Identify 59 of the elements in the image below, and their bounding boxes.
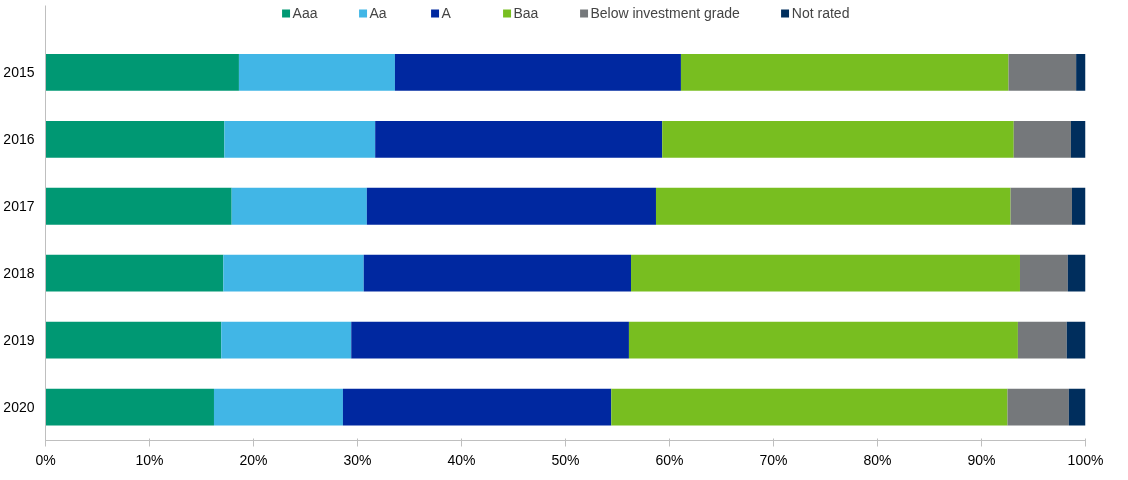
bar xyxy=(1007,388,1069,426)
bar xyxy=(45,120,225,158)
bar xyxy=(1008,54,1077,91)
x-tick-label: 50% xyxy=(551,451,580,468)
legend-label: A xyxy=(441,5,452,21)
bar xyxy=(45,388,214,426)
bar xyxy=(394,54,681,91)
bar xyxy=(1068,388,1086,426)
bar xyxy=(238,54,395,91)
x-tick-label: 90% xyxy=(967,451,996,468)
bar xyxy=(342,388,612,426)
bar xyxy=(45,54,239,91)
bar xyxy=(221,321,352,359)
bar xyxy=(213,388,343,426)
bar xyxy=(231,187,367,225)
x-tick-label: 70% xyxy=(759,451,788,468)
x-tick-label: 40% xyxy=(447,451,476,468)
bar xyxy=(662,120,1014,158)
bar xyxy=(45,254,224,292)
legend-label: Aa xyxy=(369,5,388,21)
y-tick-label: 2016 xyxy=(3,131,35,148)
bar xyxy=(680,54,1009,91)
bar xyxy=(655,187,1011,225)
legend-label: Aaa xyxy=(292,5,318,21)
y-tick-label: 2017 xyxy=(3,198,35,215)
y-tick-label: 2020 xyxy=(3,399,35,416)
bar xyxy=(375,120,663,158)
bar xyxy=(366,187,656,225)
bar xyxy=(631,254,1020,292)
y-tick-label: 2015 xyxy=(3,64,35,81)
bar xyxy=(351,321,629,359)
bar xyxy=(1076,54,1086,91)
y-tick-label: 2018 xyxy=(3,265,35,282)
bar xyxy=(45,321,222,359)
x-tick-label: 80% xyxy=(863,451,892,468)
bar xyxy=(1066,321,1086,359)
bar xyxy=(1010,187,1072,225)
x-tick-label: 10% xyxy=(135,451,164,468)
x-tick-label: 100% xyxy=(1067,451,1104,468)
bar xyxy=(1017,321,1067,359)
bar xyxy=(45,187,232,225)
bar xyxy=(611,388,1008,426)
bar xyxy=(1019,254,1068,292)
bar xyxy=(223,254,364,292)
bar xyxy=(1013,120,1071,158)
x-tick-label: 60% xyxy=(655,451,684,468)
bar xyxy=(628,321,1018,359)
legend-label: Below investment grade xyxy=(590,5,740,21)
bar xyxy=(1071,187,1086,225)
x-tick-label: 0% xyxy=(35,451,56,468)
bar xyxy=(1067,254,1086,292)
bar xyxy=(363,254,632,292)
bar xyxy=(1070,120,1086,158)
x-tick-label: 20% xyxy=(239,451,268,468)
legend-label: Not rated xyxy=(791,5,850,21)
legend-label: Baa xyxy=(513,5,539,21)
y-tick-label: 2019 xyxy=(3,332,35,349)
x-tick-label: 30% xyxy=(343,451,372,468)
bar xyxy=(224,120,376,158)
